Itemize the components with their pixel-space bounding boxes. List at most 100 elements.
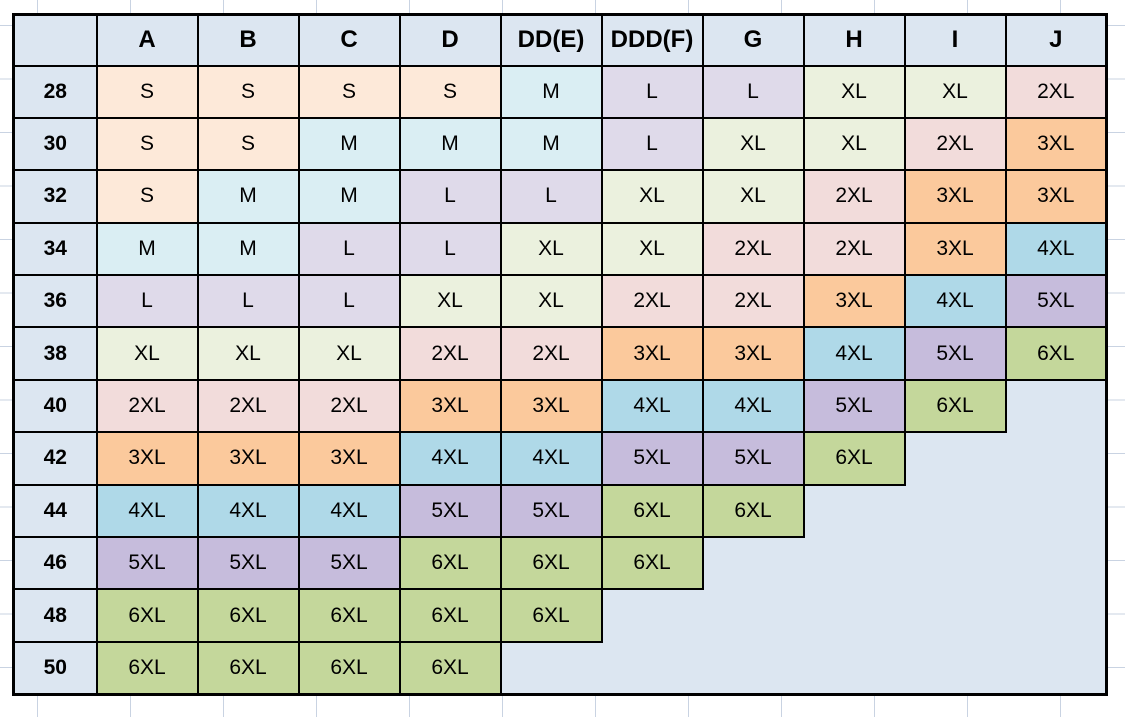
size-cell[interactable]: XL [701,169,805,224]
size-cell[interactable]: 6XL [196,640,300,696]
size-cell[interactable]: 5XL [297,536,401,591]
size-cell[interactable]: 3XL [95,431,199,486]
size-cell[interactable]: L [600,116,704,172]
column-header-g[interactable]: G [701,13,805,67]
empty-cell[interactable] [904,589,1006,642]
size-cell[interactable]: 6XL [196,588,300,643]
size-cell[interactable]: XL [903,64,1007,119]
size-cell[interactable]: M [196,221,300,277]
size-cell[interactable]: 3XL [499,378,603,434]
size-cell[interactable]: M [499,116,603,172]
size-cell[interactable]: 4XL [499,431,603,486]
size-cell[interactable]: 6XL [499,536,603,591]
size-cell[interactable]: L [398,221,502,277]
size-cell[interactable]: 6XL [398,536,502,591]
size-cell[interactable]: XL [499,274,603,329]
size-cell[interactable]: M [297,116,401,172]
size-cell[interactable]: 6XL [499,588,603,643]
size-cell[interactable]: XL [95,326,199,381]
size-cell[interactable]: 2XL [1004,64,1108,119]
size-cell[interactable]: XL [297,326,401,381]
size-cell[interactable]: 5XL [903,326,1007,381]
size-cell[interactable]: 2XL [297,378,401,434]
empty-cell[interactable] [601,641,703,695]
empty-cell[interactable] [803,537,905,590]
row-label-48[interactable]: 48 [12,588,98,643]
column-header-b[interactable]: B [196,13,300,67]
size-cell[interactable]: L [600,64,704,119]
column-header-i[interactable]: I [903,13,1007,67]
size-cell[interactable]: 6XL [903,378,1007,434]
empty-cell[interactable] [1005,379,1107,433]
column-header-c[interactable]: C [297,13,401,67]
size-cell[interactable]: XL [196,326,300,381]
empty-cell[interactable] [904,484,1006,538]
column-header-h[interactable]: H [802,13,906,67]
size-cell[interactable]: S [196,64,300,119]
size-cell[interactable]: 6XL [701,483,805,539]
size-cell[interactable]: S [297,64,401,119]
size-cell[interactable]: 2XL [701,274,805,329]
size-cell[interactable]: XL [802,116,906,172]
size-cell[interactable]: 3XL [1004,116,1108,172]
size-cell[interactable]: 2XL [802,169,906,224]
size-cell[interactable]: 3XL [903,169,1007,224]
size-cell[interactable]: M [398,116,502,172]
size-cell[interactable]: 6XL [398,640,502,696]
size-cell[interactable]: S [398,64,502,119]
size-cell[interactable]: S [95,169,199,224]
empty-cell[interactable] [1005,484,1107,538]
empty-cell[interactable] [500,641,602,695]
size-cell[interactable]: 6XL [95,640,199,696]
size-cell[interactable]: L [499,169,603,224]
size-cell[interactable]: S [95,64,199,119]
size-cell[interactable]: XL [499,221,603,277]
size-cell[interactable]: 4XL [600,378,704,434]
size-cell[interactable]: 2XL [903,116,1007,172]
size-cell[interactable]: L [196,274,300,329]
empty-cell[interactable] [803,589,905,642]
size-cell[interactable]: 2XL [802,221,906,277]
empty-cell[interactable] [1005,641,1107,695]
size-cell[interactable]: 6XL [398,588,502,643]
column-header-d[interactable]: D [398,13,502,67]
size-cell[interactable]: 3XL [600,326,704,381]
size-cell[interactable]: XL [600,169,704,224]
size-cell[interactable]: 3XL [802,274,906,329]
empty-cell[interactable] [904,641,1006,695]
size-cell[interactable]: 2XL [398,326,502,381]
size-cell[interactable]: 4XL [95,483,199,539]
size-cell[interactable]: 4XL [398,431,502,486]
empty-cell[interactable] [904,537,1006,590]
row-label-40[interactable]: 40 [12,378,98,434]
size-cell[interactable]: 4XL [1004,221,1108,277]
column-header-a[interactable]: A [95,13,199,67]
empty-cell[interactable] [803,484,905,538]
size-cell[interactable]: 5XL [196,536,300,591]
size-cell[interactable]: M [196,169,300,224]
empty-cell[interactable] [702,589,804,642]
size-cell[interactable]: 5XL [1004,274,1108,329]
empty-cell[interactable] [702,641,804,695]
size-cell[interactable]: 6XL [600,483,704,539]
size-cell[interactable]: L [701,64,805,119]
size-cell[interactable]: 6XL [297,588,401,643]
size-cell[interactable]: S [196,116,300,172]
size-cell[interactable]: XL [600,221,704,277]
size-cell[interactable]: 3XL [196,431,300,486]
size-cell[interactable]: 6XL [297,640,401,696]
column-header-j[interactable]: J [1004,13,1108,67]
empty-cell[interactable] [803,641,905,695]
size-cell[interactable]: 4XL [701,378,805,434]
row-label-34[interactable]: 34 [12,221,98,277]
size-cell[interactable]: L [297,221,401,277]
size-cell[interactable]: 4XL [802,326,906,381]
size-cell[interactable]: 6XL [600,536,704,591]
size-cell[interactable]: 6XL [1004,326,1108,381]
size-cell[interactable]: XL [398,274,502,329]
size-cell[interactable]: 5XL [499,483,603,539]
size-cell[interactable]: M [499,64,603,119]
empty-cell[interactable] [601,589,703,642]
size-cell[interactable]: 2XL [499,326,603,381]
row-label-36[interactable]: 36 [12,274,98,329]
